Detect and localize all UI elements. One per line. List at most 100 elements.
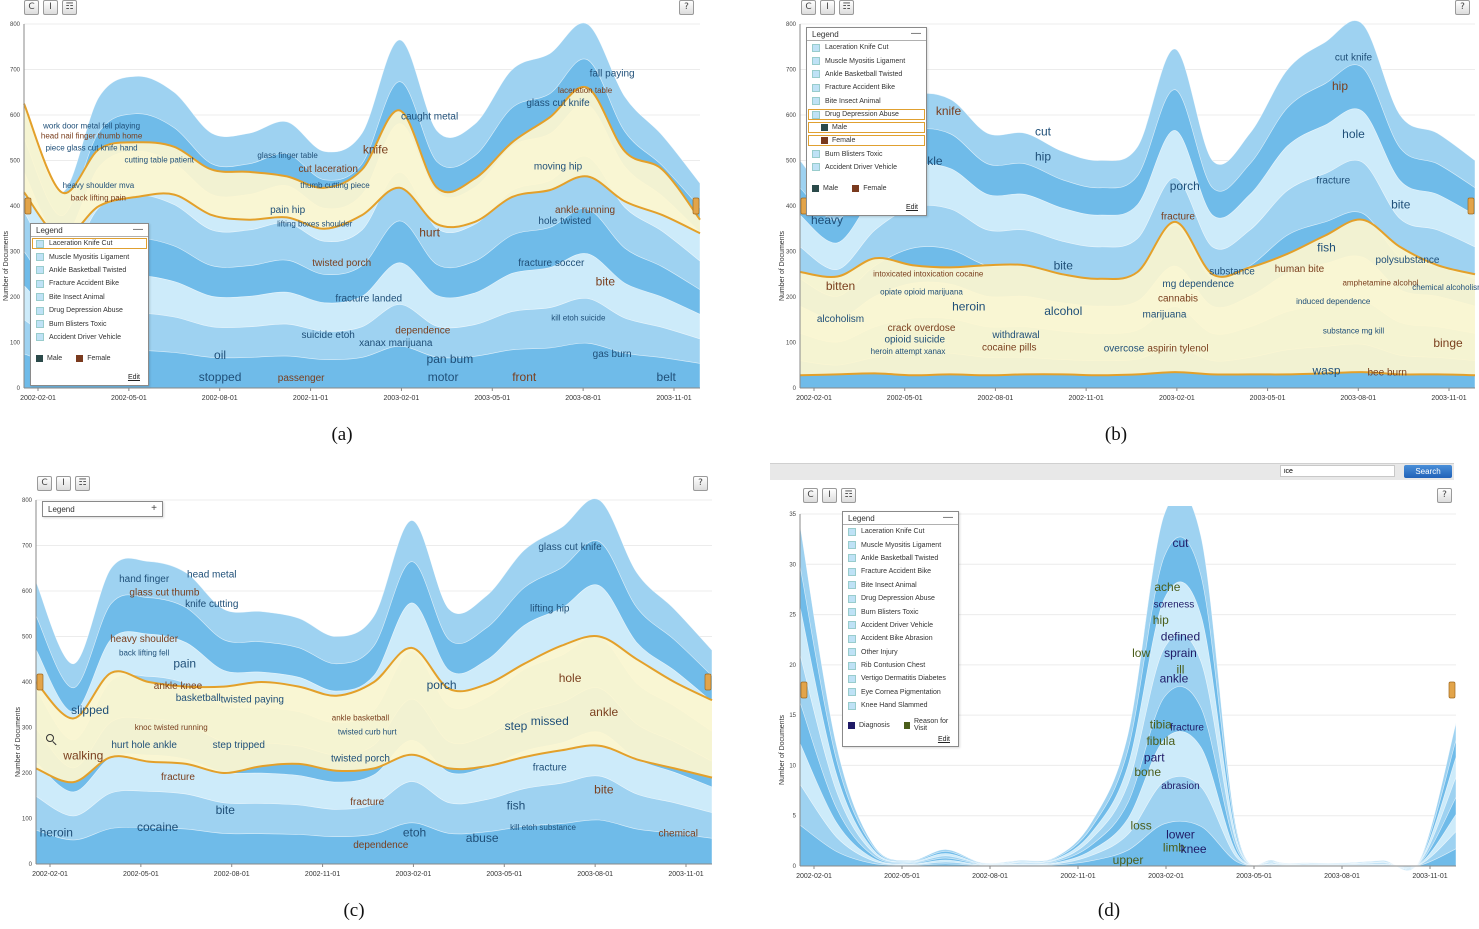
topic-keyword[interactable]: lifting hip [530, 603, 570, 614]
range-handle-right[interactable] [1448, 681, 1456, 699]
topic-keyword[interactable]: suicide etoh [302, 330, 355, 341]
topic-keyword[interactable]: bee burn [1368, 367, 1407, 378]
topic-keyword[interactable]: fracture soccer [518, 258, 585, 269]
topic-keyword[interactable]: thumb cutting piece [300, 181, 370, 190]
topic-keyword[interactable]: glass cut knife [538, 542, 602, 553]
topic-keyword[interactable]: knife cutting [185, 599, 238, 610]
topic-keyword[interactable]: hurt hole ankle [111, 740, 177, 751]
legend-item[interactable]: Eye Cornea Pigmentation [843, 686, 958, 699]
stream-band[interactable] [35, 819, 713, 865]
legend-item[interactable]: Knee Hand Slammed [843, 699, 958, 712]
topic-keyword[interactable]: back lifting pain [71, 194, 126, 203]
topic-keyword[interactable]: binge [1433, 336, 1463, 350]
topic-keyword[interactable]: porch [427, 678, 457, 692]
topic-keyword[interactable]: head nail finger thumb home [41, 132, 143, 141]
topic-keyword[interactable]: twisted porch [312, 258, 371, 269]
topic-keyword[interactable]: cut knife [1335, 52, 1373, 63]
topic-keyword[interactable]: kill etoh substance [510, 823, 576, 832]
topic-keyword[interactable]: aspirin tylenol [1147, 344, 1208, 355]
topic-keyword[interactable]: twisted paying [221, 694, 284, 705]
topic-keyword[interactable]: oil [214, 348, 226, 362]
topic-keyword[interactable]: cut [1035, 124, 1052, 138]
text-cursor-icon[interactable]: I [820, 0, 835, 15]
legend-item[interactable]: Burn Blisters Toxic [843, 605, 958, 618]
topic-keyword[interactable]: fracture [350, 797, 384, 808]
topic-keyword[interactable]: missed [531, 714, 569, 728]
legend-item[interactable]: Laceration Knife Cut [807, 41, 926, 54]
topic-keyword[interactable]: opiate opioid marijuana [880, 288, 963, 297]
comment-icon[interactable]: ☶ [75, 476, 90, 491]
legend-item[interactable]: Accident Bike Abrasion [843, 632, 958, 645]
topic-keyword[interactable]: walking [62, 748, 103, 762]
legend-item[interactable]: Muscle Myositis Ligament [31, 250, 148, 263]
topic-keyword[interactable]: fracture [161, 772, 195, 783]
topic-keyword[interactable]: back lifting fell [119, 649, 169, 658]
refresh-icon[interactable]: C [801, 0, 816, 15]
legend-item[interactable]: Ankle Basketball Twisted [31, 264, 148, 277]
topic-keyword[interactable]: etoh [403, 826, 426, 840]
selected-topic-band[interactable] [36, 636, 712, 783]
topic-keyword[interactable]: porch [1170, 179, 1200, 193]
topic-keyword[interactable]: induced dependence [1296, 297, 1371, 306]
topic-keyword[interactable]: knife [936, 104, 962, 118]
comment-icon[interactable]: ☶ [62, 0, 77, 15]
topic-keyword[interactable]: withdrawal [991, 330, 1039, 341]
legend-item[interactable]: Fracture Accident Bike [31, 277, 148, 290]
topic-keyword[interactable]: fracture [1316, 175, 1350, 186]
topic-keyword[interactable]: caught metal [401, 112, 458, 123]
topic-keyword[interactable]: dependence [395, 325, 450, 336]
topic-keyword[interactable]: lower [1166, 828, 1195, 842]
legend-item[interactable]: Laceration Knife Cut [843, 525, 958, 538]
topic-keyword[interactable]: crack overdose [888, 323, 956, 334]
topic-keyword[interactable]: fracture [533, 763, 567, 774]
topic-keyword[interactable]: pan bum [427, 352, 474, 366]
help-icon[interactable]: ? [679, 0, 694, 15]
topic-keyword[interactable]: amphetamine alcohol [1342, 279, 1418, 288]
topic-keyword[interactable]: bite [216, 803, 236, 817]
topic-keyword[interactable]: hole [559, 671, 582, 685]
topic-keyword[interactable]: ill [1176, 663, 1184, 677]
topic-keyword[interactable]: twisted curb hurt [338, 727, 397, 736]
range-handle-left[interactable] [24, 197, 32, 215]
topic-keyword[interactable]: bite [1054, 259, 1074, 273]
streamgraph-d[interactable]: 0 5 10 15 20 25 30 35 2002-02-01 2002-05-01 2002-0… [770, 506, 1460, 886]
legend-item[interactable]: Ankle Basketball Twisted [843, 552, 958, 565]
topic-keyword[interactable]: tibia [1150, 718, 1172, 732]
topic-keyword[interactable]: glass cut thumb [129, 588, 199, 599]
legend-item[interactable]: Drug Depression Abuse [843, 592, 958, 605]
refresh-icon[interactable]: C [803, 488, 818, 503]
topic-keyword[interactable]: abrasion [1161, 781, 1199, 792]
range-handle-right[interactable] [704, 673, 712, 691]
legend-edit-link[interactable]: Edit [937, 736, 950, 743]
topic-keyword[interactable]: step tripped [213, 740, 265, 751]
topic-keyword[interactable]: gas burn [593, 349, 632, 360]
topic-keyword[interactable]: kill etoh suicide [551, 314, 606, 323]
topic-keyword[interactable]: work door metal fell playing [42, 122, 140, 131]
streamgraph-c[interactable]: 0 100 200 300 400 500 600 700 800 2002-02-01 2002-… [12, 492, 718, 884]
topic-keyword[interactable]: ankle basketball [332, 714, 390, 723]
topic-keyword[interactable]: head metal [187, 569, 236, 580]
topic-keyword[interactable]: polysubstance [1376, 255, 1440, 266]
topic-keyword[interactable]: mg dependence [1162, 279, 1234, 290]
topic-keyword[interactable]: hurt [419, 225, 440, 239]
topic-keyword[interactable]: sprain [1164, 646, 1197, 660]
topic-keyword[interactable]: twisted porch [331, 754, 390, 765]
topic-keyword[interactable]: heavy [811, 213, 843, 227]
topic-keyword[interactable]: fish [507, 798, 526, 812]
topic-keyword[interactable]: bite [596, 275, 616, 289]
legend-item[interactable]: Ankle Basketball Twisted [807, 68, 926, 81]
search-button[interactable]: Search [1404, 465, 1452, 478]
topic-keyword[interactable]: alcoholism [817, 314, 864, 325]
topic-keyword[interactable]: limb [1163, 841, 1185, 855]
topic-keyword[interactable]: bone [1134, 765, 1161, 779]
legend-item[interactable]: Fracture Accident Bike [807, 81, 926, 94]
legend-edit-link[interactable]: Edit [905, 204, 918, 211]
topic-keyword[interactable]: intoxicated intoxication cocaine [873, 270, 984, 279]
topic-keyword[interactable]: stopped [199, 370, 242, 384]
topic-keyword[interactable]: substance mg kill [1323, 326, 1385, 335]
legend-male[interactable]: Male [812, 185, 838, 192]
topic-keyword[interactable]: part [1144, 751, 1165, 765]
topic-keyword[interactable]: passenger [278, 373, 325, 384]
legend-female[interactable]: Female [852, 185, 887, 192]
legend-item[interactable]: Laceration Knife Cut [31, 237, 148, 250]
